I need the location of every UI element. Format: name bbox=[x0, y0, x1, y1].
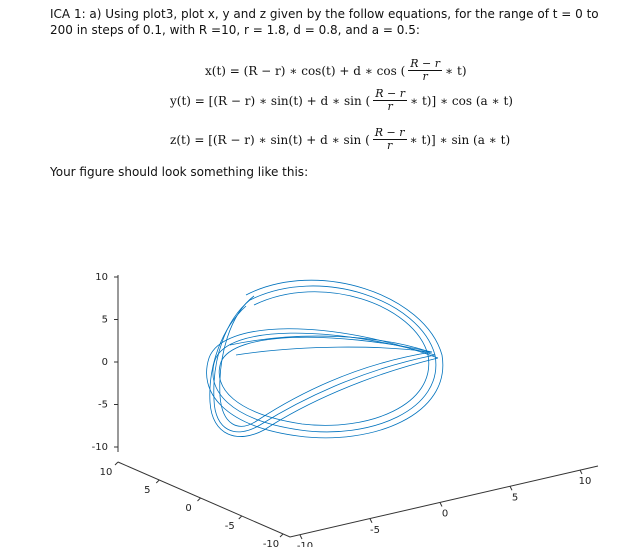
curve-band bbox=[213, 299, 436, 433]
z-tick-label: -5 bbox=[98, 400, 108, 411]
curve-band bbox=[209, 305, 439, 437]
equation-part: ∗ t)] ∗ cos (a ∗ t) bbox=[409, 93, 513, 108]
numerator: R − r bbox=[408, 57, 443, 71]
right-tick-label: -10 bbox=[297, 541, 313, 547]
z-tick-label: 10 bbox=[95, 272, 108, 283]
curve-band bbox=[206, 279, 444, 439]
tick-mark bbox=[439, 502, 443, 507]
numerator: R − r bbox=[373, 87, 407, 101]
numerator: R − r bbox=[372, 126, 407, 140]
caption: Your figure should look something like t… bbox=[50, 165, 309, 179]
right-tick-label: 0 bbox=[442, 509, 448, 520]
tick-mark bbox=[279, 533, 284, 538]
equation-part: x(t) = (R − r) ∗ cos(t) + d ∗ cos ( bbox=[205, 63, 406, 78]
base-axes bbox=[117, 461, 599, 538]
equation-part: y(t) = [(R − r) ∗ sin(t) + d ∗ sin ( bbox=[170, 93, 371, 108]
curve bbox=[206, 279, 444, 439]
z-tick-label: 5 bbox=[102, 315, 108, 326]
denominator: r bbox=[387, 139, 393, 152]
equation-part: ∗ t) bbox=[445, 63, 467, 78]
z-tick-label: 0 bbox=[102, 357, 108, 368]
tick-mark bbox=[369, 518, 373, 523]
left-tick-label: 5 bbox=[144, 485, 150, 496]
tick-mark bbox=[509, 486, 513, 491]
tick-mark bbox=[238, 515, 243, 520]
tick-mark bbox=[155, 479, 160, 484]
z-tick-label: -10 bbox=[92, 442, 108, 453]
right-tick-label: -5 bbox=[370, 525, 380, 536]
curve-band bbox=[219, 295, 433, 427]
tick-mark bbox=[197, 497, 201, 502]
left-tick-label: 10 bbox=[100, 467, 113, 478]
equation-part: z(t) = [(R − r) ∗ sin(t) + d ∗ sin ( bbox=[170, 132, 370, 147]
curve-band bbox=[218, 291, 433, 426]
equation-y: y(t) = [(R − r) ∗ sin(t) + d ∗ sin ( R −… bbox=[170, 88, 513, 113]
equation-z: z(t) = [(R − r) ∗ sin(t) + d ∗ sin ( R −… bbox=[170, 127, 510, 152]
denominator: r bbox=[387, 100, 393, 113]
tick-mark bbox=[299, 534, 303, 540]
equation-x: x(t) = (R − r) ∗ cos(t) + d ∗ cos ( R − … bbox=[205, 58, 467, 83]
right-tick-label: 10 bbox=[579, 476, 592, 487]
left-tick-label: 0 bbox=[185, 503, 191, 514]
curve-band bbox=[229, 335, 431, 356]
denominator: r bbox=[422, 70, 428, 83]
tick-mark bbox=[579, 469, 583, 475]
curve-band bbox=[212, 285, 437, 433]
left-tick-label: -5 bbox=[225, 521, 235, 532]
equation-part: ∗ t)] ∗ sin (a ∗ t) bbox=[409, 132, 511, 147]
assignment-text: ICA 1: a) Using plot3, plot x, y and z g… bbox=[50, 7, 599, 37]
left-tick-label: -10 bbox=[263, 539, 279, 547]
right-tick-label: 5 bbox=[512, 492, 518, 503]
tick-mark bbox=[114, 461, 119, 466]
